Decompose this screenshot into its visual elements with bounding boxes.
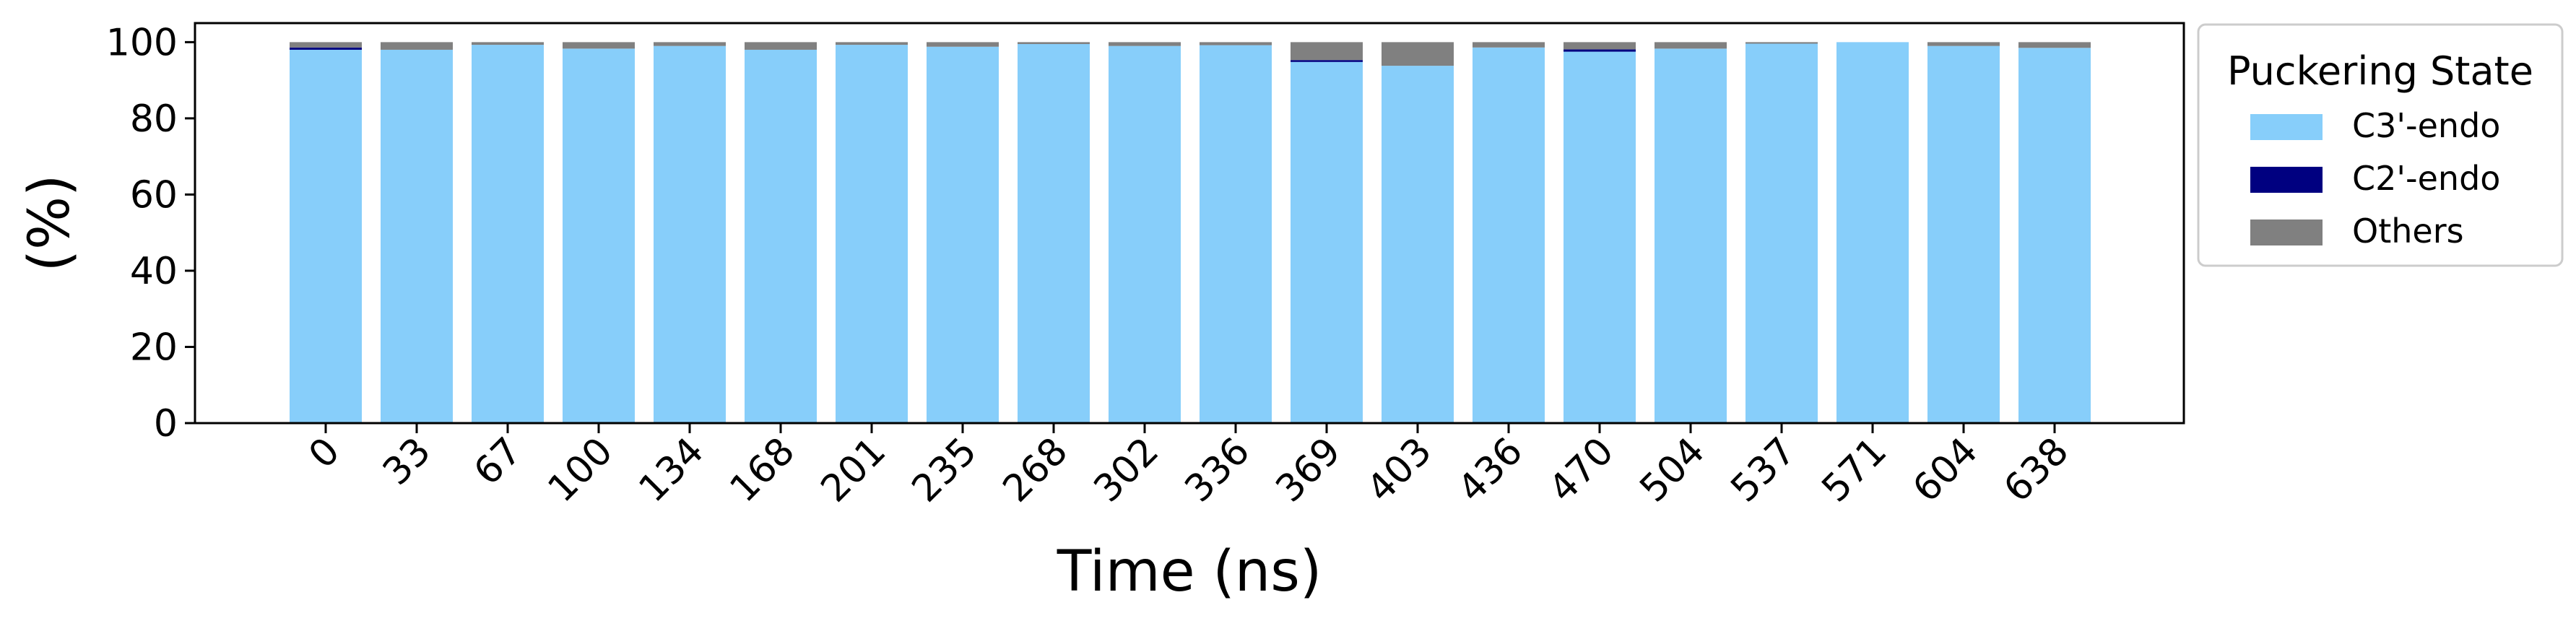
bars-layer [290, 42, 2091, 424]
x-tick-label: 100 [540, 430, 622, 511]
x-tick-label: 537 [1723, 430, 1805, 511]
bar-others-134 [654, 42, 726, 46]
bar-c3-endo-67 [472, 45, 544, 424]
legend-items: C3'-endo C2'-endo Others [2250, 106, 2500, 251]
y-axis: 0 20 40 60 80 100 [106, 21, 195, 445]
bar-c3-endo-134 [654, 45, 726, 423]
x-tick-label: 168 [722, 430, 804, 511]
bar-others-67 [472, 42, 544, 45]
bar-others-168 [745, 42, 817, 50]
bar-c2-endo-0 [290, 47, 362, 50]
x-tick-label: 33 [375, 430, 439, 494]
bar-others-100 [563, 42, 635, 49]
x-tick-label: 571 [1814, 430, 1896, 511]
bar-c3-endo-537 [1745, 43, 1818, 423]
x-tick-label: 504 [1632, 430, 1714, 511]
bar-c3-endo-302 [1109, 45, 1181, 423]
bar-others-268 [1018, 42, 1090, 45]
y-tick-label: 80 [130, 97, 178, 141]
bar-c3-endo-604 [1927, 45, 2000, 423]
legend-label: C2'-endo [2352, 159, 2500, 198]
bar-others-470 [1564, 42, 1636, 50]
bar-c3-endo-436 [1473, 47, 1545, 423]
bar-c3-endo-336 [1200, 45, 1272, 423]
y-tick-label: 100 [106, 21, 178, 64]
bar-c3-endo-268 [1018, 44, 1090, 424]
x-tick-label: 403 [1359, 430, 1441, 511]
bar-others-604 [1927, 42, 2000, 46]
bar-others-403 [1382, 42, 1454, 66]
bar-others-201 [836, 42, 908, 45]
bar-c3-endo-0 [290, 49, 362, 423]
bar-others-302 [1109, 42, 1181, 46]
legend-label: Others [2352, 212, 2464, 251]
legend-swatch-c3-endo [2250, 114, 2323, 140]
x-tick-label: 436 [1450, 430, 1532, 511]
x-tick-label: 235 [904, 430, 986, 511]
bar-c3-endo-201 [836, 45, 908, 424]
x-tick-label: 638 [1996, 430, 2078, 511]
x-tick-label: 604 [1905, 430, 1987, 511]
bar-c3-endo-168 [745, 49, 817, 423]
bar-c3-endo-33 [381, 49, 453, 423]
x-tick-label: 302 [1086, 430, 1168, 511]
legend-swatch-c2-endo [2250, 167, 2323, 193]
plot-area-frame [194, 22, 2185, 425]
bar-others-336 [1200, 42, 1272, 45]
bar-others-504 [1655, 42, 1727, 49]
y-tick-label: 60 [130, 173, 178, 217]
x-tick-label: 369 [1268, 430, 1350, 511]
bar-c3-endo-403 [1382, 66, 1454, 424]
y-tick-label: 40 [130, 250, 178, 293]
bar-others-436 [1473, 42, 1545, 48]
x-tick-label: 67 [466, 430, 530, 494]
legend: Puckering State C3'-endo C2'-endo Others [2197, 23, 2564, 267]
x-axis-title: Time (ns) [1057, 539, 1322, 604]
x-tick-label: 201 [813, 430, 895, 511]
bar-c3-endo-571 [1836, 42, 1909, 423]
x-tick-label: 134 [631, 430, 713, 511]
x-tick-label: 0 [300, 430, 348, 477]
bar-others-369 [1291, 42, 1363, 61]
bar-c3-endo-470 [1564, 51, 1636, 424]
bar-others-235 [927, 42, 999, 47]
bar-c3-endo-369 [1291, 61, 1363, 424]
y-tick-label: 20 [130, 326, 178, 369]
x-tick-label: 336 [1177, 430, 1259, 511]
bar-c3-endo-504 [1655, 48, 1727, 424]
legend-label: C3'-endo [2352, 106, 2500, 145]
bar-c3-endo-100 [563, 48, 635, 424]
x-tick-label: 470 [1541, 430, 1623, 511]
bar-c3-endo-235 [927, 46, 999, 423]
legend-frame [2197, 23, 2564, 267]
bar-others-537 [1745, 42, 1818, 44]
bar-c3-endo-638 [2018, 48, 2091, 424]
bar-others-0 [290, 42, 362, 48]
bar-others-638 [2018, 42, 2091, 48]
legend-swatch-others [2250, 219, 2323, 245]
x-axis: 0 33 67 100 134 168 201 235 268 302 336 369 403 436 47… [300, 423, 2077, 510]
legend-title: Puckering State [2227, 48, 2533, 94]
x-tick-label: 268 [995, 430, 1077, 511]
y-axis-title: (%) [17, 175, 82, 272]
bar-c2-endo-369 [1291, 60, 1363, 62]
y-tick-label: 0 [154, 402, 178, 445]
bar-c2-endo-470 [1564, 49, 1636, 52]
bar-others-33 [381, 42, 453, 50]
